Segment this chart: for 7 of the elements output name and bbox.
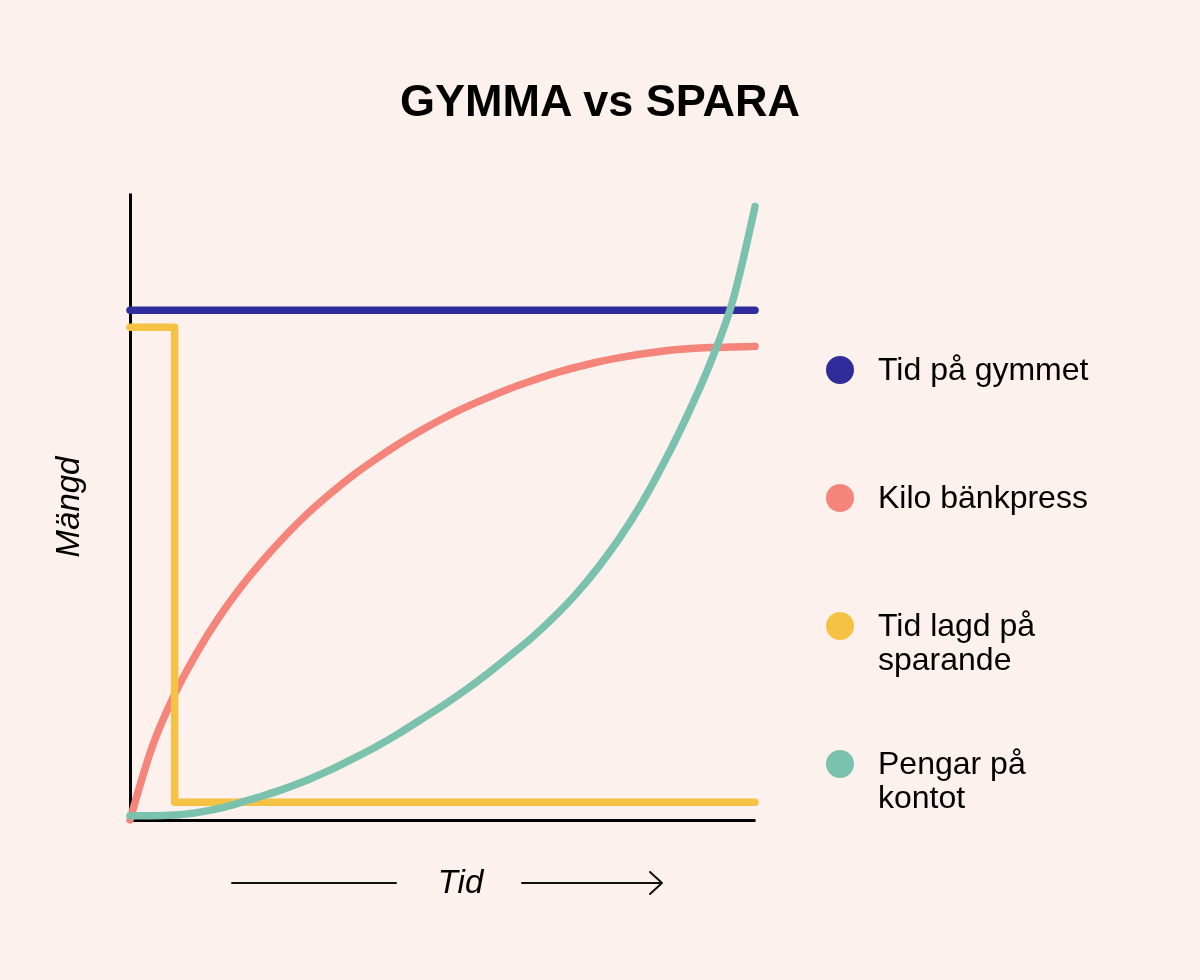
legend-label: Pengar på kontot: [878, 745, 1026, 815]
y-axis-title: Mängd: [48, 454, 86, 558]
legend-label: Kilo bänkpress: [878, 479, 1088, 515]
legend-label: Tid lagd på sparande: [878, 607, 1036, 677]
chart-title: GYMMA vs SPARA: [399, 75, 801, 126]
x-axis-title: Tid: [437, 862, 485, 900]
legend-label: Tid på gymmet: [878, 351, 1089, 387]
